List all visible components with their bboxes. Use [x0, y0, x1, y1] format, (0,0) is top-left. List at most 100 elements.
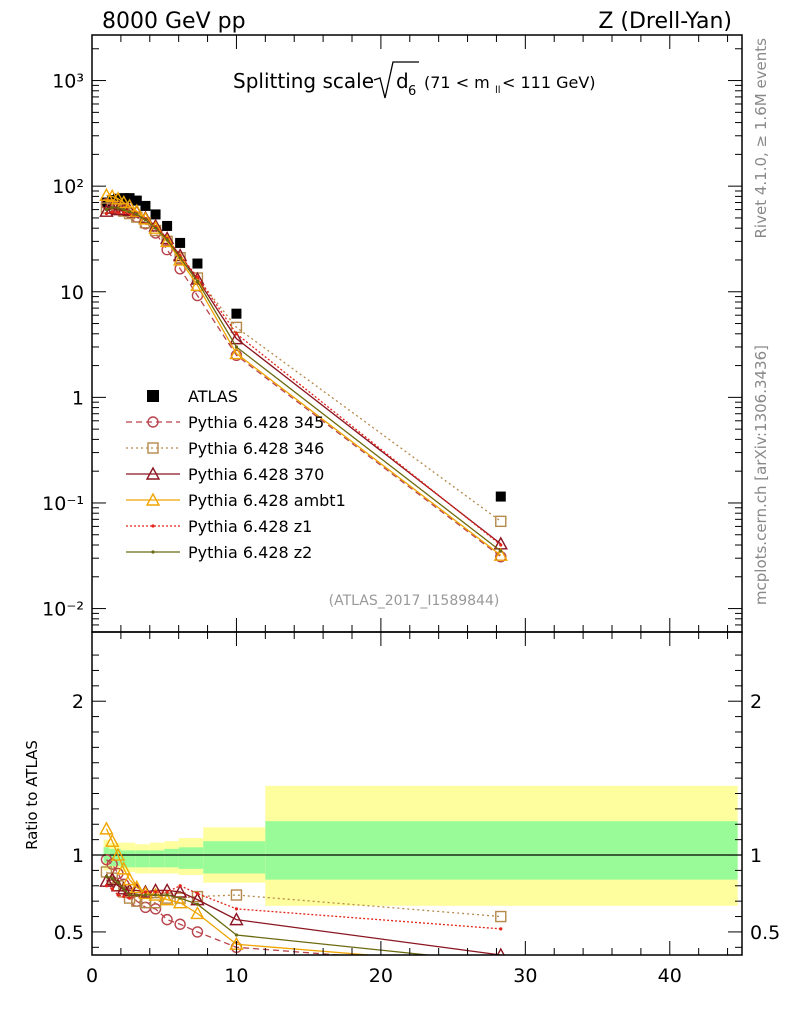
ratio-point	[116, 881, 120, 885]
legend-item-ambt1: Pythia 6.428 ambt1	[126, 491, 346, 510]
ratio-point	[178, 896, 182, 900]
mc-point	[153, 226, 158, 230]
data-point	[495, 491, 506, 502]
ratio-point	[110, 847, 126, 861]
mc-point	[159, 233, 175, 248]
mc-point	[174, 263, 186, 275]
ratio-point	[230, 889, 243, 901]
mc-point	[110, 191, 126, 205]
legend-label: Pythia 6.428 370	[188, 465, 324, 484]
y-tick-label: 1	[72, 387, 84, 409]
ratio-point	[234, 907, 239, 911]
mc-point	[499, 549, 503, 553]
ratio-point	[153, 890, 158, 894]
mc-point	[104, 211, 109, 216]
ratio-point	[153, 893, 158, 897]
main-plot: 10⁻² 10⁻¹ 1 10 10² 10³	[42, 34, 743, 633]
plot-title-var: d	[396, 69, 409, 93]
mc-point	[143, 218, 148, 222]
mc-point	[104, 207, 109, 212]
band-inner	[203, 841, 266, 874]
mc-point	[178, 256, 182, 260]
ratio-point	[161, 913, 173, 926]
header-right: Z (Drell-Yan)	[598, 9, 732, 34]
data-point	[231, 308, 242, 319]
ratio-point	[110, 876, 114, 880]
ratio-point	[110, 887, 114, 891]
plot-title-range-end: < 111 GeV)	[502, 73, 596, 92]
mcplots-label: mcplots.cern.ch [arXiv:1306.3436]	[752, 345, 770, 605]
y-tick-label: 10³	[52, 71, 84, 93]
mc-point	[234, 332, 239, 336]
ratio-point	[496, 962, 506, 972]
y-tick-label: 10⁻²	[42, 599, 84, 621]
legend-marker	[147, 442, 159, 454]
ratio-point	[149, 897, 162, 909]
legend-item-p346: Pythia 6.428 346	[126, 439, 324, 458]
legend-marker	[151, 524, 155, 528]
ratio-y-tick-label-left: 0.5	[54, 922, 84, 944]
mc-point	[495, 515, 507, 528]
mc-point	[116, 206, 120, 210]
mc-point	[190, 271, 205, 285]
rivet-label: Rivet 4.1.0, ≥ 1.6M events	[752, 38, 770, 239]
ratio-point	[129, 879, 144, 894]
ratio-point	[122, 872, 137, 886]
mc-point	[110, 210, 114, 214]
legend-label: Pythia 6.428 346	[188, 439, 324, 458]
ratio-point	[172, 895, 188, 909]
ratio-point	[135, 893, 139, 897]
mc-point	[105, 188, 120, 203]
legend-item-p370: Pythia 6.428 370	[126, 465, 324, 484]
data-point	[124, 193, 135, 204]
ratio-y-tick-label-right: 1	[750, 845, 762, 867]
legend-label: Pythia 6.428 z1	[188, 517, 312, 536]
mc-point	[234, 345, 239, 349]
ratio-point	[143, 893, 148, 897]
ratio-line-p346	[105, 871, 501, 918]
ratio-point	[127, 893, 132, 897]
ratio-point	[195, 902, 200, 906]
legend-label: Pythia 6.428 z2	[188, 543, 312, 562]
mc-point	[229, 346, 244, 360]
data-point	[192, 258, 203, 269]
legend: ATLAS Pythia 6.428 345 Pythia 6.428 346 Pyt…	[126, 387, 346, 562]
analysis-id: (ATLAS_2017_I1589844)	[329, 593, 500, 609]
legend-marker	[147, 416, 159, 428]
ratio-point	[104, 884, 109, 888]
mc-point	[195, 279, 200, 284]
legend-label: Pythia 6.428 345	[188, 413, 324, 432]
ratio-point	[191, 890, 204, 903]
legend-item-p345: Pythia 6.428 345	[126, 413, 324, 432]
y-tick-label: 10²	[52, 176, 84, 198]
ratio-point	[105, 833, 120, 847]
legend-marker	[145, 466, 161, 480]
mc-point	[165, 238, 169, 242]
band-inner	[135, 850, 150, 868]
ratio-point	[127, 896, 132, 900]
x-tick-label: 20	[369, 965, 393, 987]
mc-point	[129, 203, 144, 217]
ratio-point	[104, 874, 109, 879]
data-point	[175, 237, 186, 248]
mc-point	[190, 277, 205, 292]
ratio-point	[234, 933, 239, 937]
ratio-point	[143, 890, 148, 894]
mc-point	[499, 543, 503, 547]
mc-point	[122, 211, 126, 215]
sqrt-symbol	[373, 61, 419, 99]
mc-point	[493, 547, 508, 561]
data-point	[150, 209, 161, 220]
ratio-point	[499, 961, 502, 964]
data-point	[162, 220, 173, 231]
band-inner	[265, 821, 738, 880]
mc-point	[135, 212, 139, 217]
data-point	[131, 195, 142, 206]
legend-item-z1: Pythia 6.428 z1	[126, 517, 312, 536]
legend-marker-data	[147, 390, 159, 402]
plot-title-range-sub: ll	[495, 85, 501, 96]
band-inner	[164, 848, 179, 868]
legend-label: ATLAS	[188, 387, 238, 406]
legend-marker	[145, 492, 161, 506]
ratio-plot: 0.5 0.51 12 20 10 20 30 40	[54, 631, 780, 987]
